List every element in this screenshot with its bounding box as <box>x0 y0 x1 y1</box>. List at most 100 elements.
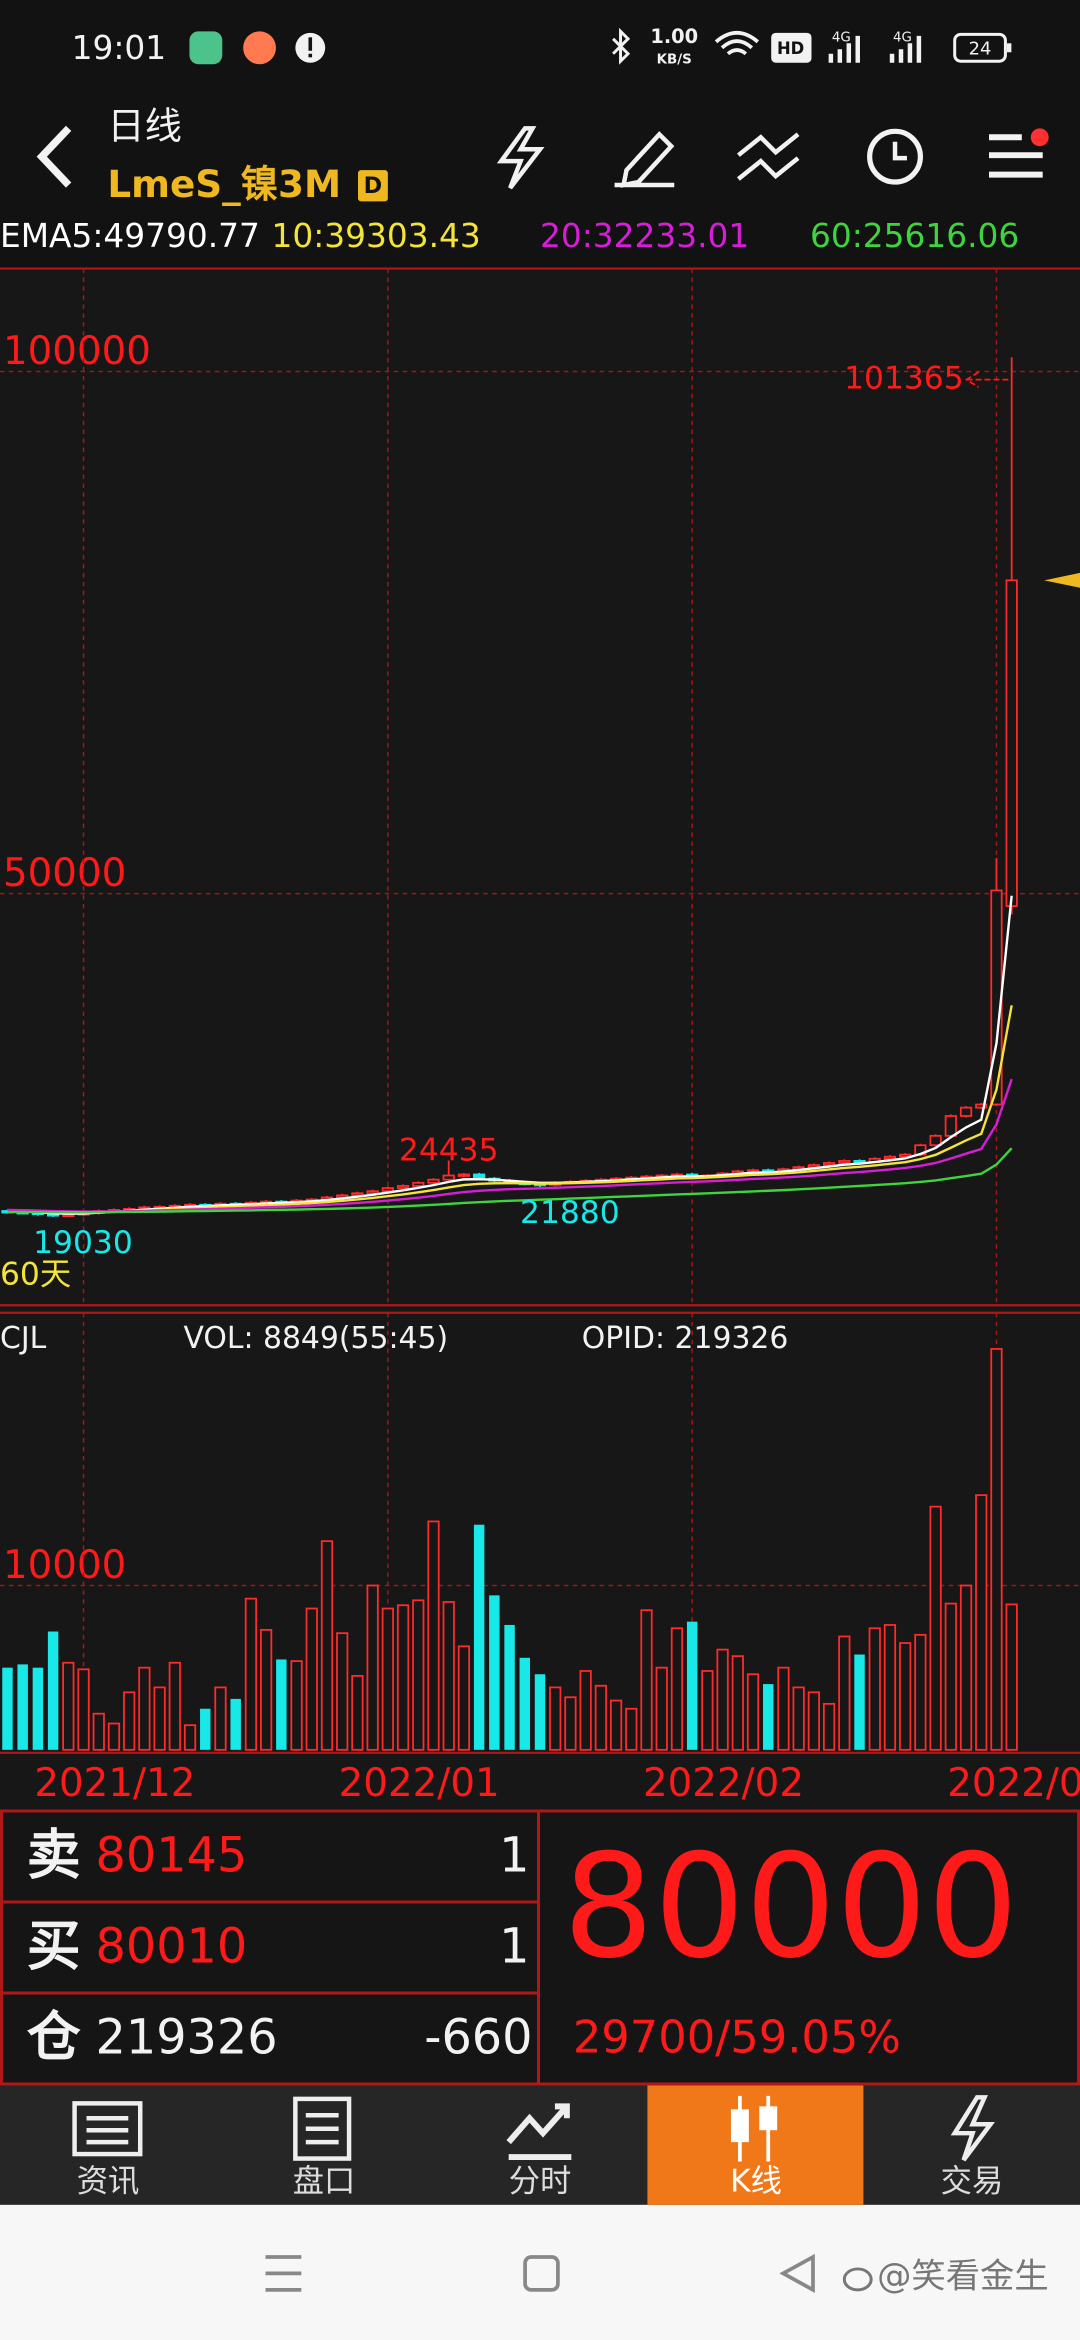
ema-value: 39303.43 <box>324 217 481 255</box>
tab-label[interactable]: K线 <box>730 2163 782 2199</box>
volume-bar <box>686 1621 698 1750</box>
nav-bar: @笑看金生 <box>265 2253 1049 2296</box>
volume-bar <box>990 1348 1003 1751</box>
volume-bar <box>396 1604 410 1751</box>
opid-text: OPID: 219326 <box>582 1321 789 1356</box>
candle-body <box>442 1174 455 1181</box>
x-tick-label: 2022/02 <box>643 1761 804 1806</box>
sell-label: 卖 <box>27 1823 81 1886</box>
nav-menu[interactable] <box>265 2255 302 2292</box>
ema-line <box>7 1078 1013 1213</box>
oi-change: -660 <box>424 2011 532 2066</box>
volume-bar <box>975 1494 988 1751</box>
volume-bar <box>260 1628 273 1751</box>
volume-bar <box>929 1505 942 1751</box>
candle-body <box>929 1134 942 1147</box>
low-label: 21880 <box>520 1195 620 1231</box>
volume-bar <box>62 1661 75 1751</box>
ema-value: 25616.06 <box>863 217 1020 255</box>
volume-label: CJL <box>0 1321 47 1356</box>
quote-panel: 卖 80145 1 买 80010 1 仓 219326 -660 80000 … <box>0 1809 1080 2086</box>
ema-line <box>7 895 1013 1215</box>
high-label: 24435 <box>399 1133 499 1169</box>
candle-body <box>822 1162 836 1166</box>
nav-bg <box>0 2204 1080 2340</box>
volume-bar <box>427 1520 440 1751</box>
candle-body <box>427 1178 440 1184</box>
draw-icon[interactable] <box>614 131 675 188</box>
clock-icon[interactable] <box>892 141 907 161</box>
candle-body <box>396 1185 410 1189</box>
menu-icon[interactable] <box>989 134 1043 178</box>
tab-label[interactable]: 分时 <box>509 2163 572 2199</box>
nav-home[interactable] <box>523 2255 560 2292</box>
ema-name: EMA5: <box>0 217 103 255</box>
volume-bar <box>489 1595 500 1750</box>
volume-bar <box>640 1609 653 1751</box>
net-unit: KB/S <box>657 53 692 68</box>
period: 日线 <box>107 104 182 148</box>
volume-bar <box>701 1670 714 1751</box>
back-button[interactable] <box>36 125 72 188</box>
candle-body <box>351 1192 364 1197</box>
tab-bg <box>0 2085 1080 2205</box>
volume-bar <box>2 1667 13 1750</box>
volume-bar <box>214 1686 227 1751</box>
volume-bar <box>504 1624 515 1750</box>
volume-bar <box>47 1631 59 1750</box>
volume-bar <box>625 1707 638 1751</box>
volume-bar <box>564 1696 577 1751</box>
volume-bar <box>168 1661 181 1751</box>
watermark-logo <box>842 2267 873 2292</box>
volume-bar <box>594 1684 607 1751</box>
volume-bar <box>336 1632 349 1751</box>
battery-level: 24 <box>969 38 992 59</box>
candle-body <box>457 1173 471 1177</box>
volume-bar <box>838 1635 851 1751</box>
ema-name: 60: <box>810 217 863 255</box>
ema-legend: EMA5:49790.77 10:39303.43 20:32233.01 60… <box>0 217 1019 255</box>
wifi-icon <box>714 31 760 56</box>
tab-label[interactable]: 盘口 <box>293 2163 356 2199</box>
open-interest: 219326 <box>95 2011 277 2066</box>
alert-icon <box>308 37 313 51</box>
flash-icon[interactable] <box>496 126 545 190</box>
candle-body <box>381 1187 394 1193</box>
battery-tip <box>1006 43 1012 53</box>
nav-back[interactable] <box>779 2253 815 2293</box>
tab-label[interactable]: 资讯 <box>77 2163 140 2199</box>
tab-icon <box>506 2103 572 2161</box>
indicator-icon[interactable] <box>736 132 800 181</box>
net-speed: 1.00 <box>650 25 698 48</box>
bluetooth-icon <box>612 27 631 65</box>
volume-bar <box>807 1691 820 1751</box>
volume-bar <box>32 1667 44 1750</box>
volume-bar <box>123 1691 136 1751</box>
chart-bg <box>0 268 1080 1810</box>
ema-value: 49790.77 <box>103 217 260 255</box>
volume-bar <box>290 1660 303 1751</box>
battery <box>953 32 1007 63</box>
candle-body <box>883 1155 897 1160</box>
tab-icon <box>950 2095 995 2162</box>
volume-bar <box>534 1674 546 1750</box>
tab-label[interactable]: 交易 <box>941 2163 1004 2199</box>
notice-dot <box>1030 128 1049 147</box>
volume-bar <box>883 1624 897 1751</box>
tab-icon <box>72 2101 143 2157</box>
symbol[interactable]: LmeS_镍3M <box>107 162 341 206</box>
volume-bar <box>442 1601 455 1751</box>
ema-line <box>7 1147 1013 1214</box>
x-tick-label: 2022/01 <box>339 1761 500 1806</box>
ema-entry: 20:32233.01 <box>540 217 749 255</box>
volume-bar <box>320 1540 334 1751</box>
volume-bar <box>473 1524 485 1750</box>
x-tick-label: 2021/12 <box>34 1761 195 1806</box>
alert-icon <box>308 53 313 58</box>
volume-text: VOL: 8849(55:45) <box>183 1321 448 1356</box>
watermark: @笑看金生 <box>877 2256 1049 2296</box>
clock-icon[interactable] <box>867 128 923 185</box>
price-change: 29700/59.05% <box>573 2011 901 2064</box>
tab-icon <box>759 2106 778 2131</box>
